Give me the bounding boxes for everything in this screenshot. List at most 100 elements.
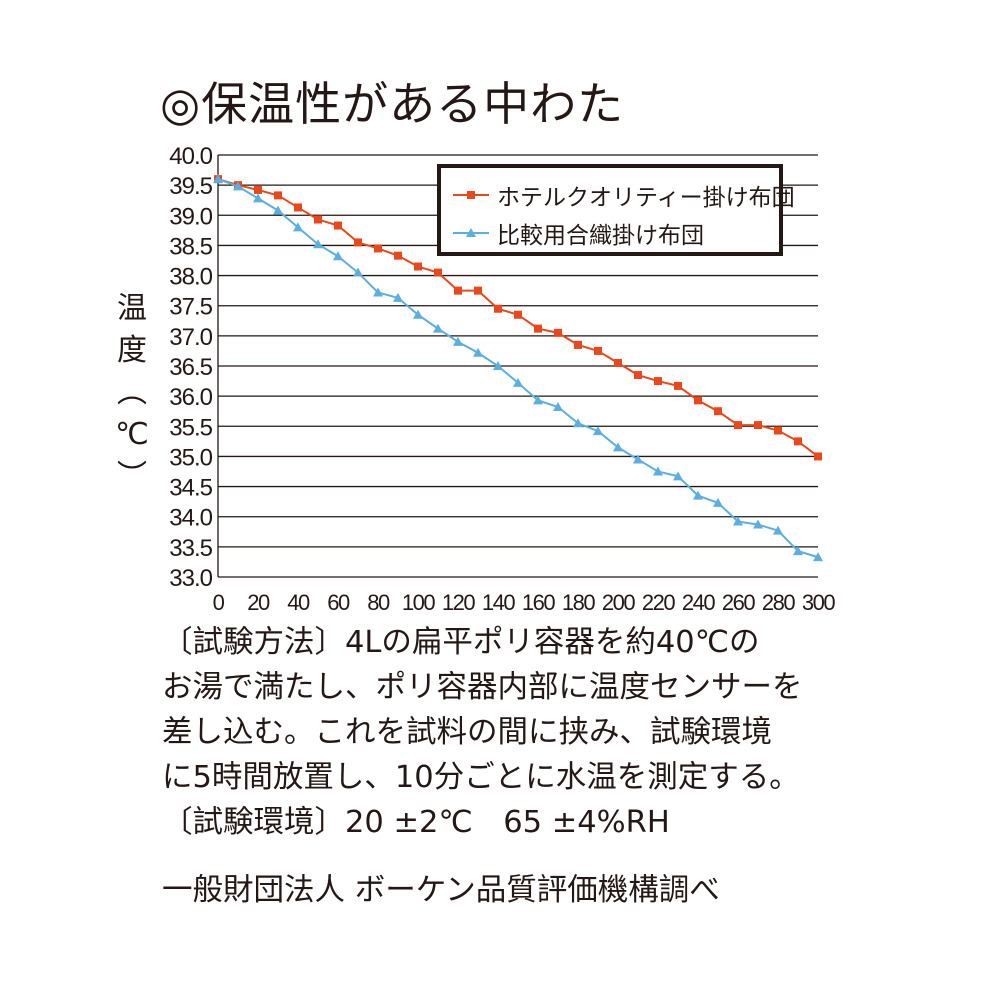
- legend-item-hotel: ホテルクオリティー掛け布団: [451, 180, 795, 211]
- data-point-square: [654, 377, 662, 386]
- x-tick-label: 20: [247, 590, 270, 615]
- data-point-square: [334, 221, 342, 230]
- data-point-square: [374, 244, 382, 253]
- data-point-triangle: [553, 401, 563, 411]
- x-tick-label: 300: [802, 590, 835, 615]
- data-point-triangle: [793, 546, 803, 556]
- data-point-square: [794, 437, 802, 446]
- data-point-triangle: [293, 222, 303, 232]
- y-tick-label: 34.5: [169, 475, 212, 502]
- data-point-triangle: [373, 287, 383, 297]
- data-point-triangle: [513, 377, 523, 387]
- y-tick-label: 34.0: [169, 505, 212, 532]
- y-tick-label: 36.5: [169, 354, 212, 381]
- data-point-triangle: [753, 519, 763, 529]
- data-point-triangle: [393, 292, 403, 302]
- data-point-square: [274, 191, 282, 200]
- y-tick-label: 35.0: [169, 444, 212, 471]
- y-axis-label-char: 温: [117, 291, 147, 326]
- data-point-triangle: [533, 395, 543, 405]
- data-point-square: [634, 371, 642, 380]
- y-tick-label: 35.5: [169, 414, 212, 441]
- data-point-square: [774, 426, 782, 435]
- y-tick-label: 40.0: [169, 143, 212, 170]
- chart-title: ◎保温性がある中わた: [160, 77, 625, 131]
- legend-item-comparison: 比較用合織掛け布団: [451, 218, 704, 249]
- data-point-square: [414, 262, 422, 271]
- data-point-triangle: [353, 267, 363, 277]
- x-tick-label: 0: [213, 590, 225, 615]
- data-point-triangle: [453, 336, 463, 346]
- x-tick-label: 80: [367, 590, 390, 615]
- y-tick-label: 33.5: [169, 535, 212, 562]
- data-point-triangle: [313, 239, 323, 249]
- data-point-triangle: [813, 552, 823, 562]
- data-point-square: [434, 268, 442, 277]
- data-point-triangle: [573, 418, 583, 428]
- legend: ホテルクオリティー掛け布団 比較用合織掛け布団: [437, 164, 795, 256]
- data-point-triangle: [333, 251, 343, 261]
- y-tick-label: 38.5: [169, 233, 212, 260]
- x-tick-label: 280: [762, 590, 795, 615]
- data-point-triangle: [273, 205, 283, 215]
- data-point-triangle: [233, 181, 243, 191]
- data-point-square: [574, 340, 582, 349]
- description-line: に5時間放置し、10分ごとに水温を測定する。: [162, 760, 800, 795]
- data-point-triangle: [633, 454, 643, 464]
- description-line: 〔試験方法〕4Lの扁平ポリ容器を約40℃の: [162, 625, 760, 660]
- data-point-square: [734, 421, 742, 430]
- data-point-triangle: [733, 516, 743, 526]
- data-point-square: [394, 251, 402, 260]
- data-point-triangle: [773, 525, 783, 535]
- data-point-square: [714, 407, 722, 416]
- y-tick-label: 38.0: [169, 264, 212, 291]
- data-point-square: [674, 381, 682, 390]
- data-point-square: [614, 358, 622, 367]
- data-point-square: [514, 310, 522, 319]
- x-tick-label: 40: [287, 590, 310, 615]
- data-point-square: [294, 203, 302, 212]
- data-point-triangle: [713, 497, 723, 507]
- data-point-triangle: [253, 193, 263, 203]
- data-point-square: [594, 346, 602, 355]
- data-point-square: [474, 286, 482, 295]
- description-line: 差し込む。これを試料の間に挟み、試験環境: [162, 715, 772, 750]
- y-axis-label-char: 度: [117, 333, 147, 368]
- y-tick-label: 36.0: [169, 384, 212, 411]
- data-point-square: [534, 324, 542, 333]
- data-point-square: [694, 396, 702, 405]
- legend-label: 比較用合織掛け布団: [497, 223, 704, 249]
- x-tick-label: 160: [522, 590, 555, 615]
- description-line: お湯で満たし、ポリ容器内部に温度センサーを: [162, 670, 803, 705]
- data-point-triangle: [493, 361, 503, 370]
- y-tick-label: 37.5: [169, 294, 212, 321]
- y-tick-label: 39.5: [169, 173, 212, 200]
- line-chart: 40.0 39.5 39.0 38.5 38.0 37.5 37.0 36.5 36.0 35.5…: [169, 143, 837, 615]
- x-tick-label: 140: [482, 590, 515, 615]
- y-tick-label: 39.0: [169, 203, 212, 230]
- x-tick-label: 180: [562, 590, 595, 615]
- data-point-square: [754, 421, 762, 430]
- test-method-description: 〔試験方法〕4Lの扁平ポリ容器を約40℃の お湯で満たし、ポリ容器内部に温度セン…: [162, 620, 862, 845]
- data-point-triangle: [593, 426, 603, 436]
- data-point-triangle: [433, 323, 443, 333]
- legend-label: ホテルクオリティー掛け布団: [497, 185, 795, 211]
- data-point-triangle: [213, 174, 223, 184]
- description-line: 〔試験環境〕20 ±2℃ 65 ±4%RH: [162, 805, 670, 840]
- legend-square-marker-icon: [453, 191, 489, 199]
- y-tick-label: 37.0: [169, 324, 212, 351]
- data-point-square: [814, 452, 822, 461]
- y-axis-label-char: ︶: [117, 459, 147, 494]
- data-point-triangle: [413, 309, 423, 319]
- y-axis-label-char: ︵: [117, 375, 147, 410]
- data-point-triangle: [693, 490, 703, 500]
- x-tick-label: 240: [682, 590, 715, 615]
- data-point-triangle: [613, 442, 623, 452]
- data-point-square: [314, 215, 322, 224]
- data-point-square: [494, 304, 502, 313]
- data-point-triangle: [653, 466, 663, 476]
- data-point-square: [354, 238, 362, 247]
- y-tick-label: 33.0: [169, 565, 212, 592]
- x-tick-label: 60: [327, 590, 350, 615]
- x-tick-label: 220: [642, 590, 675, 615]
